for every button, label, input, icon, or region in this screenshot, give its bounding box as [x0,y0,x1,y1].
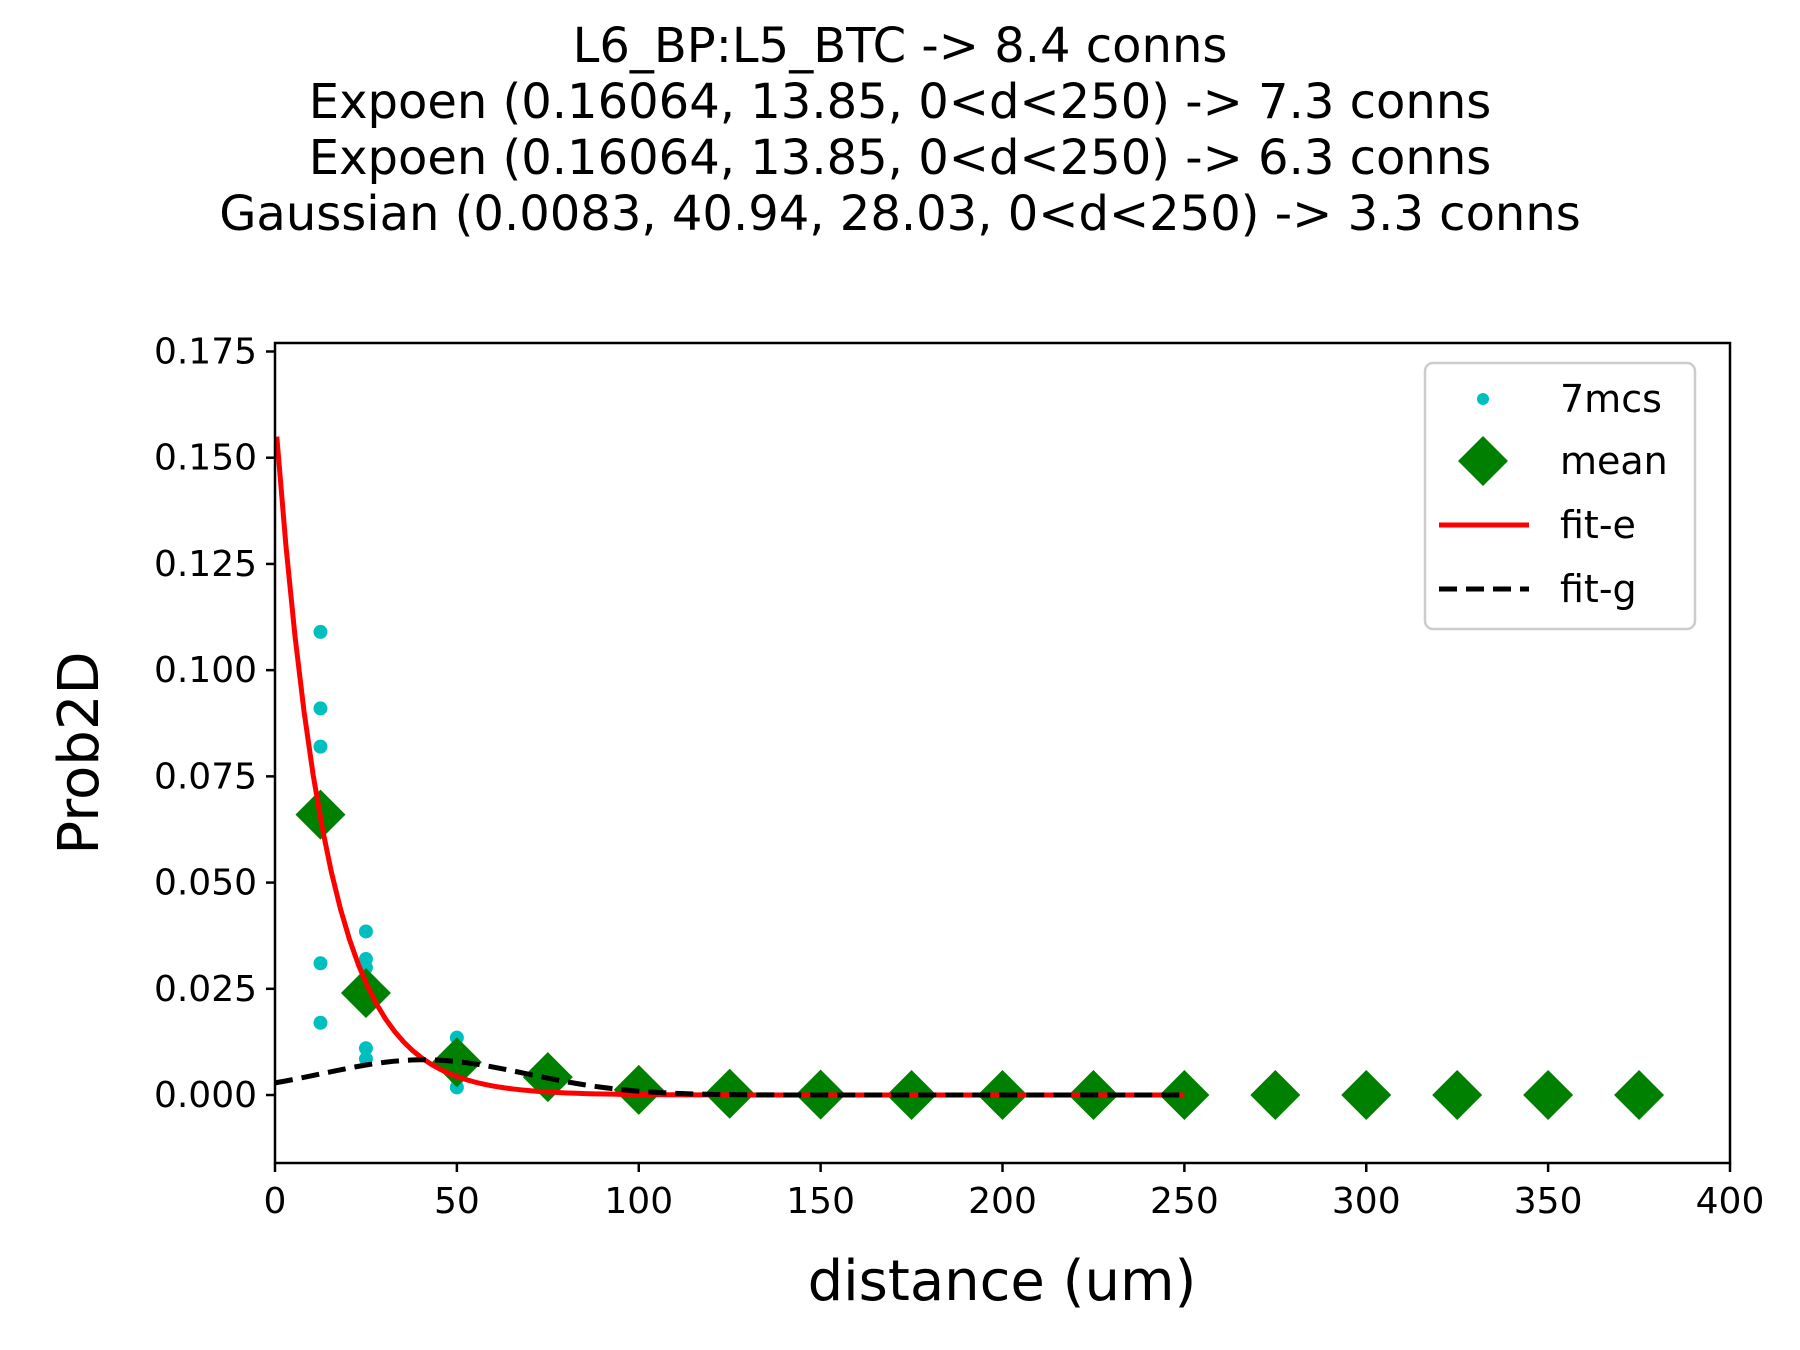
point-7mcs [313,1015,328,1030]
legend-label-mean: mean [1560,439,1668,483]
x-tick-label: 0 [264,1181,287,1222]
y-axis-label: Prob2D [47,651,112,854]
y-tick-label: 0.075 [154,756,257,797]
point-7mcs [358,924,373,939]
y-tick-label: 0.025 [154,969,257,1010]
x-tick-label: 300 [1332,1181,1401,1222]
y-tick-label: 0.000 [154,1075,257,1116]
y-tick-label: 0.125 [154,544,257,585]
title-line-3: Expoen (0.16064, 13.85, 0<d<250) -> 6.3 … [309,130,1492,186]
legend: 7mcs mean fit-e fit-g [1423,361,1697,631]
legend-marker-7mcs [1477,393,1489,405]
point-mean [1614,1070,1665,1121]
point-mean [1250,1070,1301,1121]
legend-box [1423,361,1697,631]
title-line-2: Expoen (0.16064, 13.85, 0<d<250) -> 7.3 … [309,74,1492,130]
x-axis-label: distance (um) [808,1249,1197,1314]
y-tick-label: 0.100 [154,650,257,691]
point-7mcs [313,739,328,754]
plot-data [274,436,1665,1121]
series-line-fit-g [274,1057,1185,1098]
legend-marker-mean [1458,436,1508,486]
title-line-1: L6_BP:L5_BTC -> 8.4 conns [573,18,1228,74]
point-mean [1523,1070,1574,1121]
title-line-4: Gaussian (0.0083, 40.94, 28.03, 0<d<250)… [219,186,1581,242]
x-tick-label: 200 [968,1181,1037,1222]
x-tick-label: 400 [1696,1181,1765,1222]
point-7mcs [313,956,328,971]
legend-label-7mcs: 7mcs [1560,377,1662,421]
point-7mcs [358,1041,373,1056]
x-tick-label: 100 [604,1181,673,1222]
y-tick-label: 0.050 [154,863,257,904]
point-mean [1341,1070,1392,1121]
chart-title: L6_BP:L5_BTC -> 8.4 conns Expoen (0.1606… [219,18,1581,242]
point-mean [1432,1070,1483,1121]
point-7mcs [449,1080,464,1095]
plot-frame [273,341,1732,1165]
x-tick-label: 50 [434,1181,480,1222]
x-tick-label: 150 [786,1181,855,1222]
axis-ticks: 0 50 100 150 200 250 300 350 400 0.000 0.025 0.050 0… [154,331,1764,1222]
legend-label-fit-e: fit-e [1560,503,1636,547]
x-tick-label: 350 [1514,1181,1583,1222]
legend-label-fit-g: fit-g [1560,567,1637,611]
y-tick-label: 0.150 [154,438,257,479]
x-tick-label: 250 [1150,1181,1219,1222]
point-7mcs [313,701,328,716]
point-7mcs [313,624,328,639]
y-tick-label: 0.175 [154,331,257,372]
point-mean [431,1037,482,1088]
